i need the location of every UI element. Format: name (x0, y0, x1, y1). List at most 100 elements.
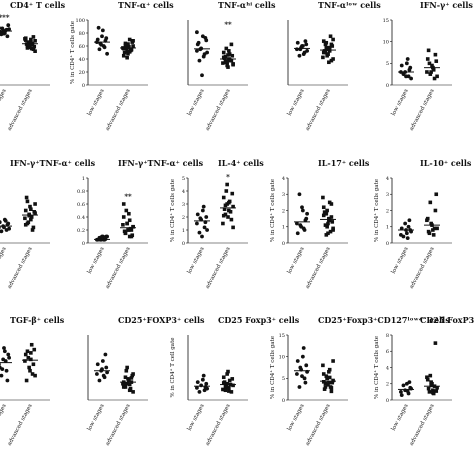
x-tick-label: low stages (287, 246, 306, 275)
data-point (427, 61, 432, 66)
data-point (407, 380, 412, 385)
data-point (200, 208, 205, 213)
data-point (25, 349, 30, 354)
data-point (226, 215, 230, 219)
data-point (231, 383, 235, 388)
data-point (304, 363, 309, 368)
data-point (221, 221, 225, 226)
data-point (32, 347, 37, 352)
panel-title: IFN-γ⁺TNF-α⁺ cells (118, 158, 204, 168)
y-tick-label: 60 (79, 44, 85, 50)
data-point (433, 341, 438, 345)
data-point (226, 369, 230, 374)
data-point (432, 76, 437, 81)
data-point (33, 39, 37, 43)
data-point (129, 48, 134, 52)
data-point (32, 44, 37, 49)
data-point (328, 34, 333, 39)
data-point (305, 211, 309, 216)
data-point (29, 46, 34, 51)
data-point (221, 50, 226, 55)
data-point (431, 68, 436, 72)
panel-9: IL-10⁺ cells % in CD4⁺ T cells gate 0 1 2 3 4 l… (374, 158, 472, 290)
data-point (226, 53, 230, 57)
data-point (222, 207, 227, 211)
data-point (122, 229, 127, 234)
y-tick-label: 5 (386, 61, 389, 67)
data-point (301, 346, 306, 350)
data-point (129, 228, 134, 232)
data-point (229, 217, 234, 222)
data-point (23, 359, 27, 363)
data-point (327, 367, 332, 372)
data-point (404, 61, 409, 66)
x-tick-label: low stages (391, 88, 410, 117)
data-point (0, 229, 4, 234)
y-tick-label: 0 (386, 241, 389, 247)
data-point (130, 233, 135, 237)
y-tick-label: 5 (182, 176, 185, 182)
data-point (201, 204, 206, 209)
y-tick-label: 6 (386, 349, 389, 355)
data-point (331, 378, 335, 383)
data-point (223, 388, 228, 393)
data-point (127, 50, 132, 54)
data-point (326, 221, 330, 226)
data-point (429, 70, 433, 74)
data-point (203, 385, 208, 389)
data-point (100, 359, 105, 363)
data-point (205, 50, 210, 55)
data-point (302, 376, 307, 381)
data-point (121, 53, 126, 58)
data-point (27, 365, 31, 370)
data-point (128, 386, 133, 391)
data-point (0, 362, 1, 366)
data-point (227, 389, 231, 393)
data-point (123, 231, 128, 236)
data-point (127, 382, 132, 387)
data-point (328, 229, 333, 234)
y-axis-label: % in CD4⁺ T cells gate (270, 336, 276, 399)
data-point (231, 62, 235, 66)
data-point (327, 45, 332, 50)
data-point (425, 57, 430, 61)
data-point (426, 48, 431, 53)
data-point (405, 57, 410, 61)
data-point (33, 202, 37, 206)
data-point (330, 380, 335, 385)
data-point (25, 46, 30, 50)
data-point (301, 52, 306, 57)
data-point (5, 378, 10, 383)
data-point (401, 72, 406, 77)
panel-title: CD25 FoxP3⁺CD127 (420, 315, 474, 325)
data-point (225, 372, 229, 376)
data-point (327, 49, 332, 53)
data-point (30, 372, 35, 376)
data-point (204, 381, 209, 386)
panel-1: TNF-α⁺ cells % in CD4⁺ T cells gate 0 20 40 6… (70, 0, 174, 132)
data-point (221, 387, 225, 392)
data-point (303, 39, 308, 44)
x-tick-label: low stages (187, 88, 206, 117)
data-point (3, 359, 8, 363)
data-point (204, 215, 209, 219)
data-point (125, 381, 129, 386)
data-point (324, 374, 329, 378)
data-point (101, 373, 106, 378)
data-point (297, 53, 302, 58)
data-point (131, 224, 135, 229)
data-point (101, 44, 106, 48)
data-point (25, 199, 30, 204)
x-tick-label: low stages (87, 246, 106, 275)
x-tick-label: advanced stages (305, 88, 332, 132)
data-point (327, 375, 332, 380)
data-point (407, 67, 412, 72)
data-point (222, 56, 227, 60)
data-point (229, 390, 234, 394)
data-point (409, 76, 413, 81)
data-point (432, 226, 437, 231)
data-point (96, 25, 101, 30)
data-point (427, 390, 432, 394)
data-point (197, 230, 202, 235)
